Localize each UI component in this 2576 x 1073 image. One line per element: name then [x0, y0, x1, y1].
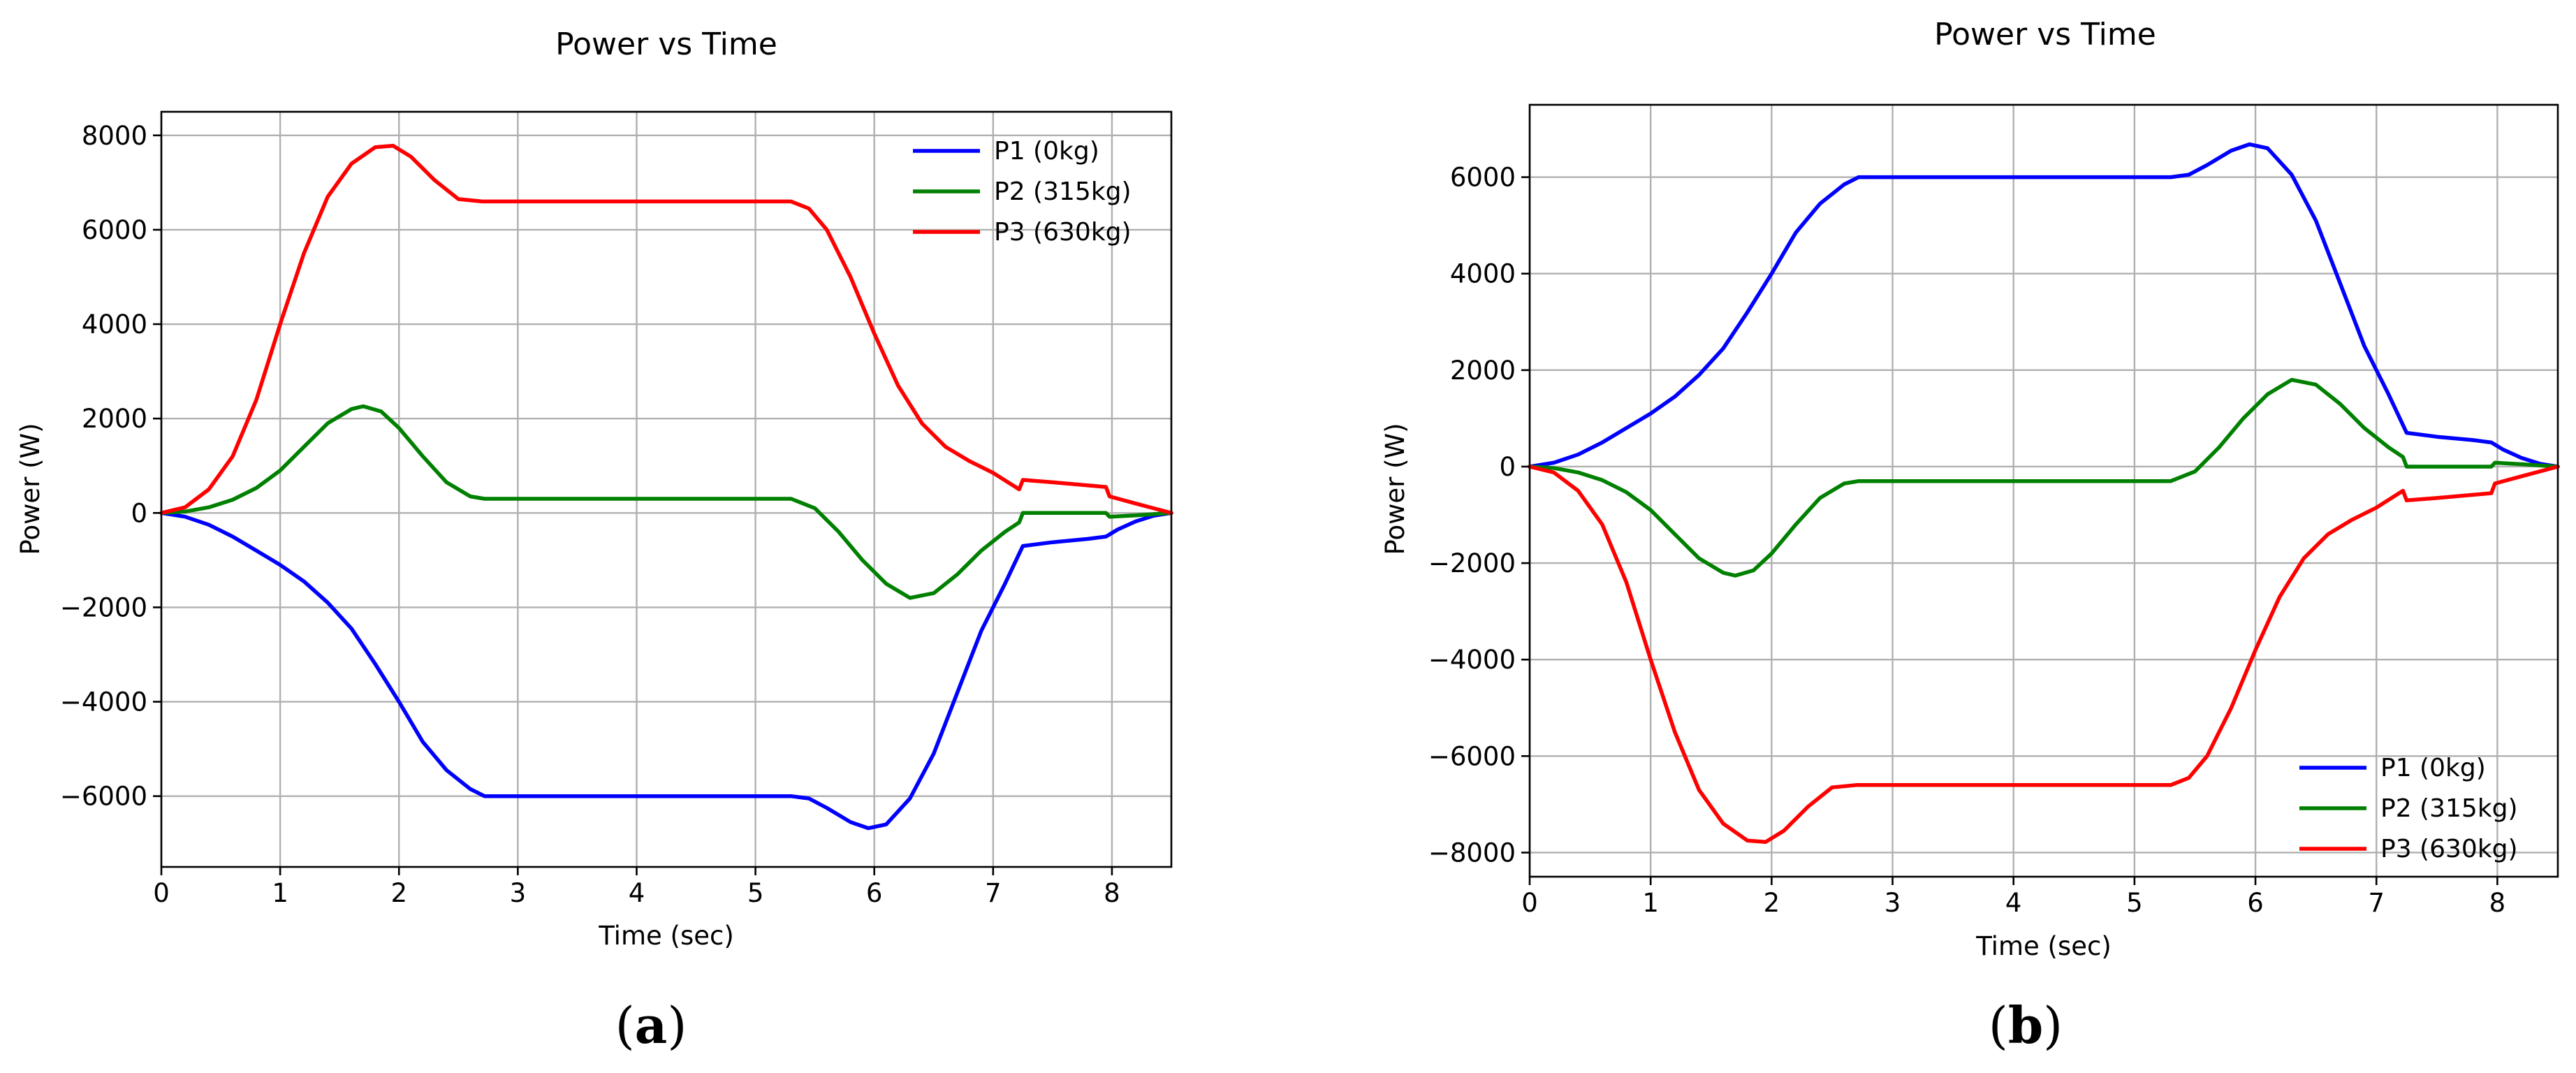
legend: P1 (0kg) P2 (315kg) P3 (630kg) [913, 137, 1132, 247]
x-tick-label: 2 [390, 878, 407, 908]
legend-label: P2 (315kg) [2380, 794, 2518, 823]
chart-panel-b: Power vs Time 0 1 2 3 4 5 6 7 8 −8000 −6000 −4000 −2… [1380, 17, 2560, 1055]
panel-letter: a [635, 995, 668, 1055]
chart-title: Power vs Time [1934, 17, 2156, 52]
legend-label: P2 (315kg) [994, 177, 1132, 206]
x-tick-label: 3 [510, 878, 527, 908]
x-tick-label: 1 [272, 878, 288, 908]
axis-ticks: 0 1 2 3 4 5 6 7 8 −6000 −4000 −2000 0 2000 4000 6000 800… [60, 121, 1120, 908]
panel-label: (a) [615, 995, 687, 1055]
x-tick-label: 4 [2005, 888, 2022, 918]
y-axis-label: Power (W) [1380, 423, 1410, 555]
y-tick-label: −2000 [1428, 548, 1516, 578]
y-tick-label: 0 [1499, 452, 1516, 482]
x-tick-label: 1 [1642, 888, 1659, 918]
x-tick-label: 2 [1764, 888, 1780, 918]
series-lines [1528, 142, 2560, 845]
x-axis-label: Time (sec) [598, 921, 734, 951]
plot-frame [160, 110, 1173, 868]
y-tick-label: 6000 [1450, 163, 1516, 193]
series-line-1 [159, 511, 1173, 831]
legend-label: P1 (0kg) [994, 137, 1099, 166]
chart-title: Power vs Time [555, 27, 777, 62]
y-tick-label: 2000 [82, 404, 147, 434]
y-tick-label: −6000 [1428, 741, 1516, 771]
y-tick-label: −6000 [60, 782, 147, 812]
axis-ticks: 0 1 2 3 4 5 6 7 8 −8000 −6000 −4000 −2000 0 2000 4000 60… [1428, 163, 2505, 918]
x-tick-label: 4 [629, 878, 645, 908]
x-tick-label: 0 [1521, 888, 1538, 918]
y-tick-label: −4000 [1428, 645, 1516, 675]
x-tick-label: 5 [747, 878, 764, 908]
plot-frame [1528, 103, 2559, 878]
series-line-2 [159, 404, 1173, 600]
panel-letter: b [2008, 995, 2043, 1055]
x-tick-label: 3 [1885, 888, 1901, 918]
y-tick-label: 6000 [82, 215, 147, 245]
x-tick-label: 6 [2247, 888, 2264, 918]
series-line-3 [159, 143, 1173, 516]
chart-panel-a: Power vs Time 0 1 2 3 4 5 6 7 8 −6000 −4000 −2000 0 2… [15, 27, 1173, 1055]
legend-label: P3 (630kg) [994, 218, 1132, 247]
x-tick-label: 7 [985, 878, 1002, 908]
legend-label: P1 (0kg) [2380, 754, 2486, 782]
x-tick-label: 6 [866, 878, 883, 908]
x-tick-label: 7 [2368, 888, 2385, 918]
x-tick-label: 0 [153, 878, 170, 908]
series-lines [159, 143, 1173, 831]
series-line-2 [1528, 377, 2560, 578]
legend: P1 (0kg) P2 (315kg) P3 (630kg) [2299, 754, 2518, 863]
panel-label: (b) [1989, 995, 2063, 1055]
y-tick-label: 8000 [82, 121, 147, 151]
y-tick-label: −8000 [1428, 838, 1516, 868]
series-line-3 [1528, 465, 2560, 845]
y-tick-label: 4000 [82, 309, 147, 340]
x-tick-label: 8 [1104, 878, 1120, 908]
x-tick-label: 8 [2489, 888, 2506, 918]
x-axis-label: Time (sec) [1975, 931, 2112, 961]
legend-label: P3 (630kg) [2380, 835, 2518, 863]
y-tick-label: 0 [131, 498, 147, 528]
y-tick-label: −2000 [60, 592, 147, 622]
x-tick-label: 5 [2126, 888, 2143, 918]
y-tick-label: 2000 [1450, 356, 1516, 386]
series-line-1 [1528, 142, 2560, 469]
y-tick-label: 4000 [1450, 259, 1516, 289]
y-tick-label: −4000 [60, 687, 147, 717]
y-axis-label: Power (W) [15, 423, 45, 555]
